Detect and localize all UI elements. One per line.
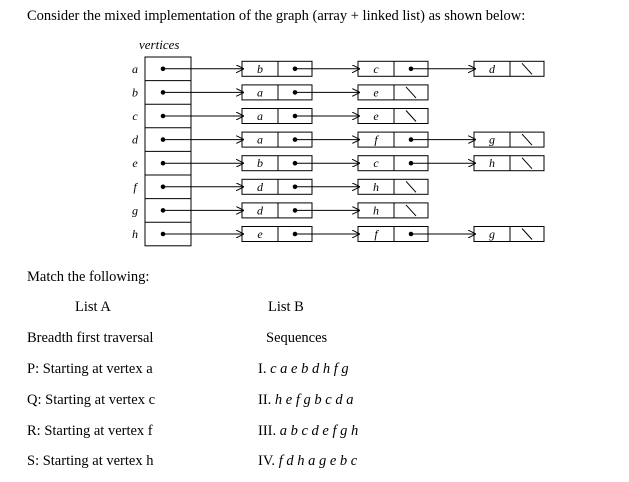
list-node-value: c: [373, 156, 379, 170]
list-node-value: h: [489, 156, 495, 170]
null-pointer: [405, 204, 417, 217]
list-node: [473, 131, 545, 148]
list-a-item: S: Starting at vertex h: [27, 453, 154, 469]
list-node-value: f: [374, 227, 379, 241]
adjacency-list-diagram: vertices a b c db a ec a ed a f ge b c hf d hg d hh e f g: [132, 37, 545, 247]
list-b-item: IV. f d h a g e b c: [258, 453, 357, 470]
list-node: [357, 108, 429, 124]
list-b-number: II.: [258, 392, 272, 408]
null-pointer: [521, 157, 533, 170]
list-node-value: d: [489, 62, 496, 76]
null-pointer: [405, 86, 417, 99]
list-node: [357, 84, 429, 101]
list-node: [473, 155, 545, 172]
list-b-number: III.: [258, 423, 277, 439]
list-node-value: b: [257, 62, 263, 76]
list-node-value: h: [373, 203, 379, 217]
list-b-item: I. c a e b d h f g: [258, 361, 349, 378]
list-node-value: e: [373, 85, 379, 99]
list-b-number: IV.: [258, 453, 276, 469]
list-node-value: a: [257, 85, 263, 99]
list-a-item: Q: Starting at vertex c: [27, 392, 156, 408]
list-node-value: a: [257, 109, 263, 123]
list-node: [357, 178, 429, 195]
list-b-item: II. h e f g b c d a: [258, 392, 353, 409]
match-heading: Match the following:: [27, 269, 150, 285]
list-b-sequence: h e f g b c d a: [274, 392, 354, 408]
vertices-label: vertices: [139, 37, 179, 52]
vertex-label: a: [132, 62, 138, 76]
vertex-label: e: [132, 156, 138, 170]
list-node-value: g: [489, 133, 495, 147]
list-node-value: a: [257, 133, 263, 147]
list-node: [473, 226, 545, 242]
list-b-sequence: a b c d e f g h: [279, 423, 359, 439]
list-node: [473, 60, 545, 77]
list-a-subheading: Breadth first traversal: [27, 330, 154, 346]
vertex-label: c: [132, 109, 138, 123]
list-a-item: R: Starting at vertex f: [27, 423, 153, 439]
list-b-item: III. a b c d e f g h: [258, 423, 358, 440]
list-b-subheading: Sequences: [266, 330, 328, 346]
null-pointer: [521, 133, 533, 146]
list-node-value: e: [257, 227, 263, 241]
null-pointer: [405, 180, 417, 193]
list-node: [357, 202, 429, 219]
vertex-label: h: [132, 227, 138, 241]
vertex-label: g: [132, 203, 138, 217]
list-node-value: c: [373, 62, 379, 76]
vertex-label: f: [133, 180, 138, 194]
list-b-sequence: f d h a g e b c: [278, 453, 358, 469]
null-pointer: [521, 228, 533, 240]
list-node-value: g: [489, 227, 495, 241]
vertex-label: d: [132, 133, 139, 147]
list-b-sequence: c a e b d h f g: [270, 361, 349, 377]
list-node-value: d: [257, 203, 264, 217]
list-b-heading: List B: [268, 299, 304, 315]
list-node-value: h: [373, 180, 379, 194]
null-pointer: [521, 62, 533, 75]
question-intro: Consider the mixed implementation of the…: [27, 8, 526, 24]
list-node-value: b: [257, 156, 263, 170]
list-a-item: P: Starting at vertex a: [27, 361, 153, 377]
list-node-value: f: [374, 133, 379, 147]
null-pointer: [405, 110, 417, 122]
list-node-value: d: [257, 180, 264, 194]
vertex-label: b: [132, 85, 138, 99]
list-b-number: I.: [258, 361, 267, 377]
list-node-value: e: [373, 109, 379, 123]
list-a-heading: List A: [75, 299, 111, 315]
